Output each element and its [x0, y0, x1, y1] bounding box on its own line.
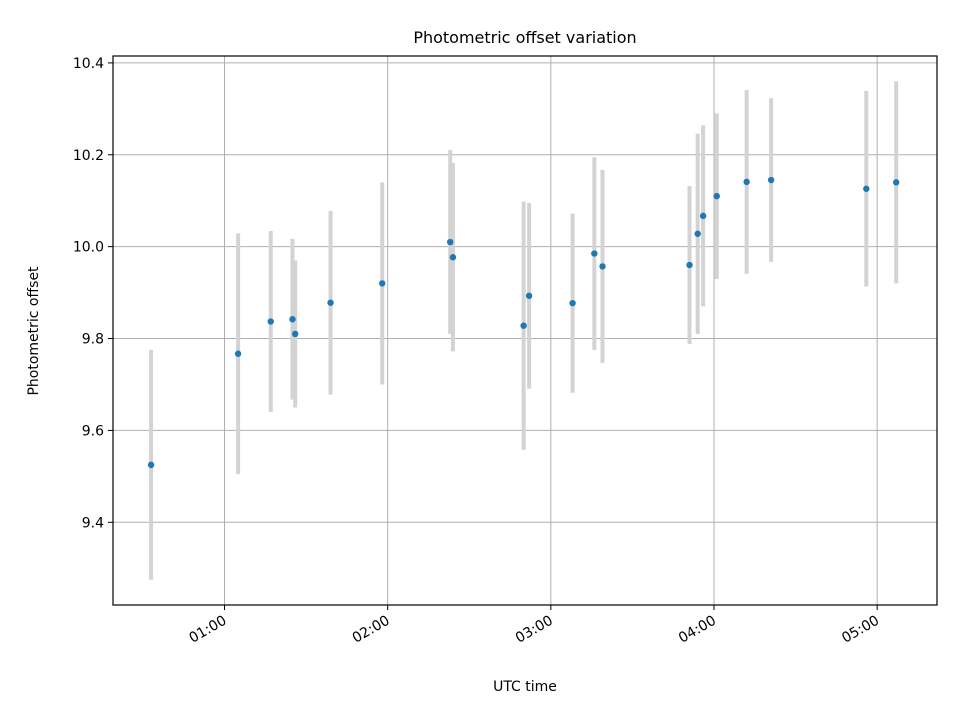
x-axis-label: UTC time: [493, 679, 557, 695]
chart-title: Photometric offset variation: [413, 28, 636, 47]
y-tick-label: 9.8: [82, 332, 104, 348]
data-point: [767, 176, 775, 184]
data-point: [591, 250, 598, 257]
data-point: [713, 192, 720, 200]
y-tick-label: 10.2: [73, 148, 104, 164]
data-point: [694, 230, 701, 237]
plot-frame: [112, 55, 938, 606]
data-point: [686, 261, 693, 269]
data-point: [525, 292, 533, 300]
data-point: [447, 238, 454, 246]
y-axis-label: Photometric offset: [26, 266, 42, 396]
data-point: [147, 461, 155, 469]
data-point: [743, 178, 750, 186]
data-point: [234, 350, 242, 357]
y-tick-label: 9.4: [82, 515, 104, 531]
y-axis: 9.4 9.6 9.8 10.0 10.2 10.4: [73, 56, 113, 531]
data-point: [379, 280, 386, 287]
data-point: [327, 299, 334, 306]
data-point: [699, 212, 707, 220]
data-point: [449, 254, 457, 261]
data-point: [599, 263, 606, 270]
data-point: [289, 316, 296, 323]
data-point: [893, 179, 900, 186]
data-points: [147, 176, 900, 469]
data-point: [863, 185, 870, 192]
y-tick-label: 10.0: [73, 240, 104, 256]
y-tick-label: 9.6: [82, 423, 104, 439]
data-point: [267, 318, 274, 325]
data-point: [520, 322, 527, 329]
data-point: [292, 330, 299, 338]
data-point: [569, 299, 576, 307]
y-tick-label: 10.4: [73, 56, 104, 72]
